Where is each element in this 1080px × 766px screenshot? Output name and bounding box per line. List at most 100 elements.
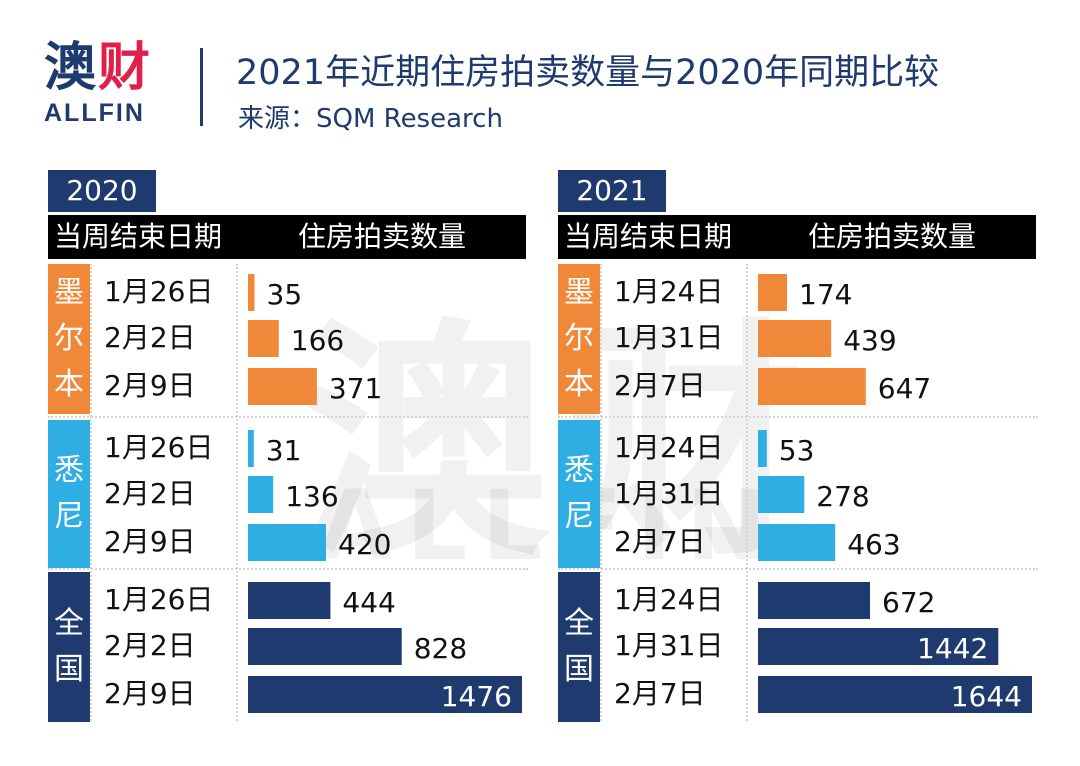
row-date-label: 1月26日 xyxy=(104,583,214,616)
header-count: 住房拍卖数量 xyxy=(298,220,467,253)
bar-national xyxy=(758,676,1032,713)
group-label-sydney: 悉尼 xyxy=(48,420,90,568)
bar-sydney xyxy=(248,476,274,513)
bar-value-label: 463 xyxy=(847,528,900,561)
bar-sydney xyxy=(248,430,254,467)
bar-sydney xyxy=(248,524,326,561)
bar-national xyxy=(758,628,999,665)
bar-value-label: 420 xyxy=(338,528,391,561)
group-label-char: 尔 xyxy=(564,321,594,356)
row-date-label: 2月9日 xyxy=(104,525,196,558)
row-date-label: 1月24日 xyxy=(614,275,724,308)
bar-melbourne xyxy=(248,368,317,405)
bar-national xyxy=(248,628,402,665)
group-label-melbourne: 墨尔本 xyxy=(48,264,90,414)
bar-value-label: 371 xyxy=(329,372,382,405)
bar-value-label: 136 xyxy=(285,480,338,513)
group-label-char: 国 xyxy=(54,652,84,687)
bar-value-label: 444 xyxy=(342,586,395,619)
group-label-char: 悉 xyxy=(564,453,594,488)
bar-chart-2020: 35 166 371 31 136 420 444 828 1476 xyxy=(248,264,530,722)
group-divider xyxy=(558,416,1038,418)
page-title: 2021年近期住房拍卖数量与2020年同期比较 xyxy=(236,53,940,93)
bar-value-label: 166 xyxy=(291,324,344,357)
group-label-char: 尼 xyxy=(54,499,84,534)
row-date-label: 2月9日 xyxy=(104,369,196,402)
row-date-label: 2月9日 xyxy=(104,677,196,710)
header-date: 当周结束日期 xyxy=(564,220,733,253)
header-date: 当周结束日期 xyxy=(54,220,223,253)
bar-national xyxy=(248,582,331,619)
bar-national xyxy=(758,582,870,619)
group-divider xyxy=(48,568,528,570)
group-label-char: 国 xyxy=(564,652,594,687)
bar-value-label: 53 xyxy=(779,434,815,467)
bar-sydney xyxy=(758,476,805,513)
group-label-sydney: 悉尼 xyxy=(558,420,600,568)
row-date-label: 1月24日 xyxy=(614,431,724,464)
logo-cjk-char-2: 财 xyxy=(98,38,153,98)
group-label-char: 全 xyxy=(564,606,594,641)
row-date-label: 1月31日 xyxy=(614,629,724,662)
group-label-national: 全国 xyxy=(558,572,600,722)
panel-2020: 2020 当周结束日期 住房拍卖数量 35 166 371 31 136 420 444 82… xyxy=(48,170,530,722)
group-label-char: 墨 xyxy=(564,275,594,310)
row-date-label: 2月7日 xyxy=(614,525,706,558)
column-divider xyxy=(600,264,602,721)
logo-divider xyxy=(200,48,203,126)
column-divider xyxy=(746,264,748,721)
row-date-label: 1月26日 xyxy=(104,275,214,308)
bar-value-label: 647 xyxy=(878,372,931,405)
bar-melbourne xyxy=(758,368,866,405)
bar-value-label: 1476 xyxy=(441,680,512,713)
logo-cjk: 澳财 xyxy=(44,38,164,98)
bar-value-label: 1644 xyxy=(951,680,1022,713)
table-header: 当周结束日期 住房拍卖数量 xyxy=(48,215,526,259)
logo-cjk-char-1: 澳 xyxy=(44,38,99,98)
row-date-label: 1月31日 xyxy=(614,321,724,354)
bar-value-label: 174 xyxy=(799,278,852,311)
bar-value-label: 35 xyxy=(267,278,303,311)
group-divider xyxy=(558,568,1038,570)
row-date-label: 1月31日 xyxy=(614,477,724,510)
bar-national xyxy=(248,676,522,713)
row-date-label: 2月2日 xyxy=(104,321,196,354)
group-label-national: 全国 xyxy=(48,572,90,722)
bar-melbourne xyxy=(248,274,255,311)
bar-sydney xyxy=(758,430,767,467)
bar-value-label: 672 xyxy=(882,586,935,619)
row-date-label: 1月26日 xyxy=(104,431,214,464)
group-label-char: 全 xyxy=(54,606,84,641)
column-divider xyxy=(90,264,92,721)
year-tag: 2020 xyxy=(48,170,156,212)
group-label-char: 尔 xyxy=(54,321,84,356)
header-count: 住房拍卖数量 xyxy=(808,220,977,253)
row-date-label: 2月7日 xyxy=(614,677,706,710)
bar-chart-2021: 174 439 647 53 278 463 672 1442 1644 xyxy=(758,264,1040,722)
year-tag: 2021 xyxy=(558,170,666,212)
table-header: 当周结束日期 住房拍卖数量 xyxy=(558,215,1036,259)
bar-melbourne xyxy=(758,274,787,311)
row-date-label: 1月24日 xyxy=(614,583,724,616)
row-date-label: 2月2日 xyxy=(104,477,196,510)
group-label-melbourne: 墨尔本 xyxy=(558,264,600,414)
group-label-char: 墨 xyxy=(54,275,84,310)
bar-sydney xyxy=(758,524,836,561)
column-divider xyxy=(236,264,238,721)
logo-latin: ALLFIN xyxy=(44,99,145,127)
panel-2021: 2021 当周结束日期 住房拍卖数量 174 439 647 53 278 463 672 1… xyxy=(558,170,1040,722)
group-label-char: 悉 xyxy=(54,453,84,488)
bar-value-label: 278 xyxy=(816,480,869,513)
group-label-char: 尼 xyxy=(564,499,594,534)
bar-melbourne xyxy=(758,320,832,357)
group-label-char: 本 xyxy=(54,367,84,402)
bar-value-label: 828 xyxy=(414,632,467,665)
group-divider xyxy=(48,416,528,418)
bar-value-label: 31 xyxy=(266,434,302,467)
source-line: 来源：SQM Research xyxy=(238,104,503,134)
bar-melbourne xyxy=(248,320,279,357)
logo: 澳财 ALLFIN xyxy=(44,38,164,128)
bar-value-label: 439 xyxy=(843,324,896,357)
